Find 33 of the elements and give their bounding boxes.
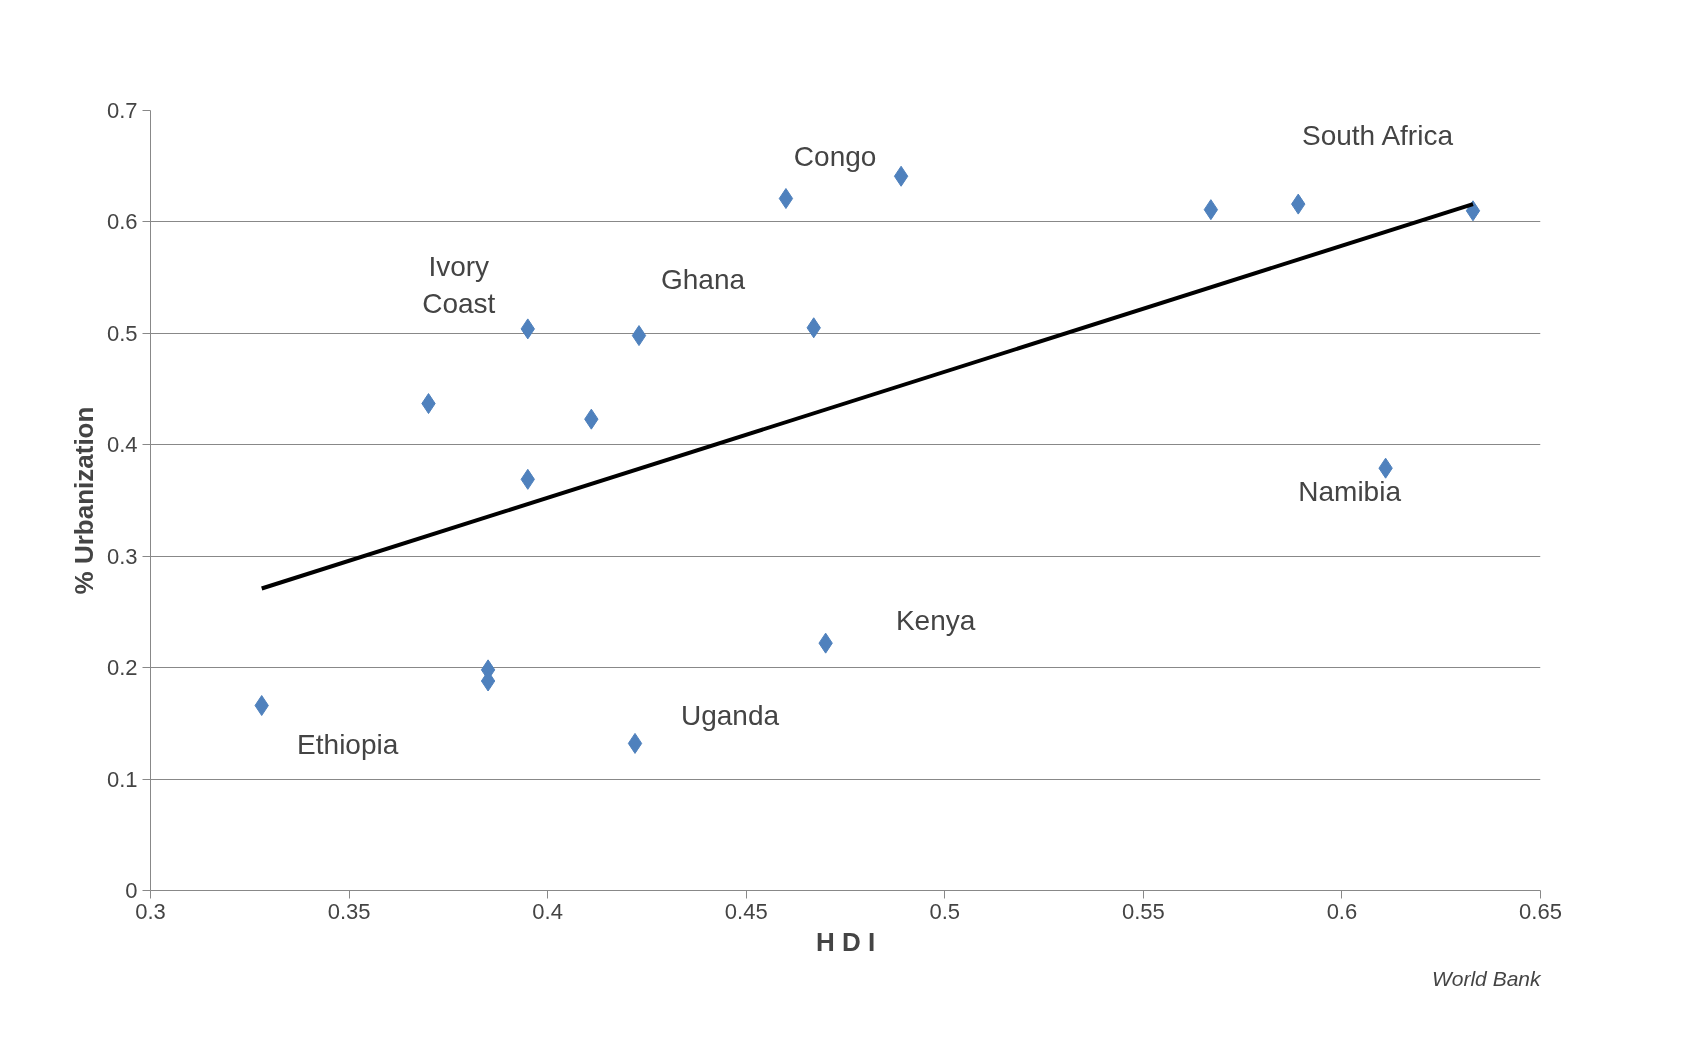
x-tick-label: 0.55: [1121, 898, 1165, 924]
point: [1465, 200, 1481, 222]
x-tick-label: 0.5: [929, 898, 961, 924]
x-tick-label: 0.4: [532, 898, 563, 924]
point: [631, 325, 647, 347]
annotation: Kenya: [895, 604, 976, 636]
x-axis-title: H D I: [815, 926, 876, 957]
point: [893, 165, 909, 187]
x-tick-label: 0.3: [135, 898, 166, 924]
annotation: Congo: [793, 140, 877, 172]
x-tick-label: 0.65: [1519, 898, 1562, 924]
x-tick-label: 0.45: [724, 898, 768, 924]
y-tick-label: 0.7: [106, 98, 138, 123]
annotation: Namibia: [1298, 475, 1402, 507]
x-tick-label: 0.35: [327, 898, 371, 924]
text: World Bank: [1431, 966, 1542, 990]
y-tick-label: 0.3: [106, 543, 138, 569]
y-tick-label: 0.5: [106, 320, 138, 346]
y-tick-label: 0.4: [106, 432, 138, 458]
point: [1203, 199, 1219, 221]
x-tick-label: 0.6: [1326, 898, 1358, 924]
annotation: Uganda: [680, 699, 780, 731]
annotation: South Africa: [1301, 119, 1454, 151]
annotation: Ethiopia: [297, 729, 399, 761]
y-tick-label: 0: [125, 878, 138, 903]
y-tick-label: 0.1: [106, 766, 138, 792]
point: [778, 188, 794, 210]
y-tick-label: 0.2: [106, 655, 138, 681]
annotation: Ghana: [660, 264, 746, 296]
annotation: Ivory Coast: [422, 250, 496, 319]
y-axis-title: % Urbanization: [68, 406, 99, 595]
point: [627, 732, 643, 754]
y-tick-label: 0.6: [106, 209, 138, 235]
